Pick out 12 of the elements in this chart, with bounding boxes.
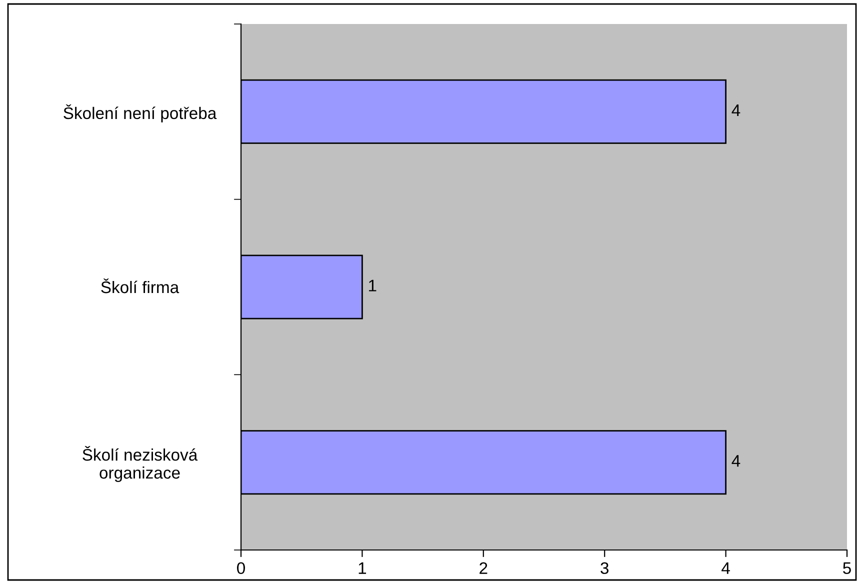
data-label: 4 bbox=[732, 104, 740, 116]
x-tick-label: 4 bbox=[722, 562, 730, 574]
x-tick-label: 3 bbox=[600, 562, 608, 574]
x-tick-label: 2 bbox=[480, 562, 488, 574]
data-label: 4 bbox=[732, 455, 740, 467]
data-label: 1 bbox=[369, 280, 376, 292]
y-tick-label: Školí nezisková organizace bbox=[82, 446, 198, 482]
y-tick-label: Školí firma bbox=[101, 278, 180, 294]
x-tick-label: 1 bbox=[358, 562, 366, 574]
x-tick-label: 0 bbox=[237, 562, 245, 574]
y-tick-label: Školení není potřeba bbox=[64, 104, 217, 122]
x-tick-label: 5 bbox=[843, 562, 851, 574]
